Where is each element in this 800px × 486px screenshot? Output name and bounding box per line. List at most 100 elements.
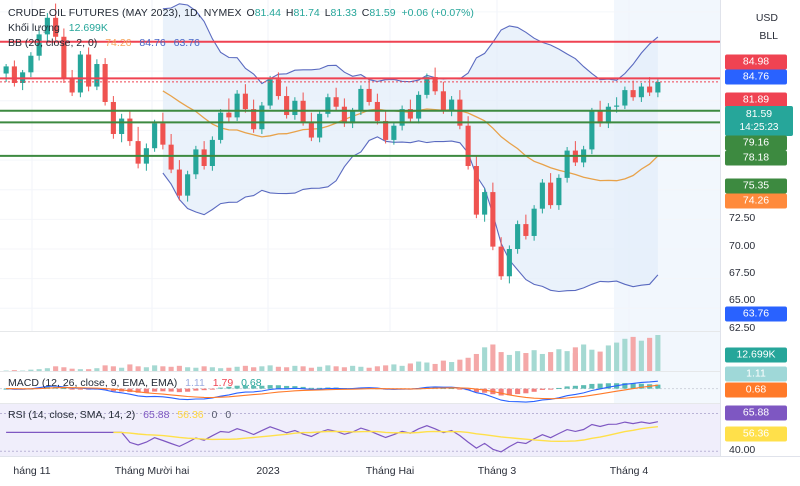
price-badge-support[interactable]: 79.16 — [725, 135, 787, 151]
candlestick — [292, 97, 298, 120]
volume-bar — [490, 344, 496, 372]
volume-bar — [506, 354, 512, 372]
price-tick: 65.00 — [729, 294, 756, 306]
volume-pane[interactable] — [0, 332, 720, 372]
volume-bar — [267, 365, 273, 372]
price-badge-resistance[interactable]: 84.98 — [725, 54, 787, 70]
candlestick — [160, 112, 166, 150]
badge-value: 81.59 — [745, 108, 773, 120]
candlestick — [515, 220, 521, 254]
rsi-chart-svg[interactable] — [0, 404, 720, 456]
volume-bar — [176, 365, 182, 372]
macd-histogram-bar — [589, 383, 595, 389]
rsi-pane[interactable] — [0, 404, 720, 456]
candle-body — [432, 77, 438, 92]
macd-signal-line — [6, 384, 658, 400]
candle-body — [614, 105, 620, 107]
macd-histogram-bar — [218, 387, 224, 389]
candle-body — [86, 54, 92, 87]
volume-bar — [135, 366, 141, 372]
macd-histogram-bar — [622, 383, 628, 389]
macd-line — [6, 380, 658, 403]
volume-chart-svg[interactable] — [0, 332, 720, 372]
macd-histogram-bar — [251, 385, 257, 389]
price-badge-resistance[interactable]: 81.89 — [725, 92, 787, 108]
price-badge-volume[interactable]: 12.699K — [725, 347, 787, 363]
candlestick — [218, 109, 224, 144]
volume-bar — [284, 367, 290, 372]
price-scale[interactable]: USD BLL 72.50 70.00 67.50 65.00 62.50 40.00 84… — [720, 0, 800, 456]
macd-histogram-bar — [259, 385, 265, 389]
price-badge-bb-upper[interactable]: 84.76 — [725, 69, 787, 85]
macd-histogram-bar — [482, 388, 488, 393]
candlestick — [317, 110, 323, 143]
candlestick — [168, 133, 174, 174]
volume-bar — [358, 366, 364, 372]
macd-histogram-bar — [506, 388, 512, 396]
price-badge-support[interactable]: 78.18 — [725, 150, 787, 166]
volume-bar — [498, 352, 504, 372]
candlestick — [44, 13, 50, 42]
price-badge-rsi-value[interactable]: 65.88 — [725, 405, 787, 421]
volume-highlight-region — [614, 332, 720, 372]
time-scale[interactable]: háng 11 Tháng Mười hai 2023 Tháng Hai Tháng … — [0, 456, 800, 486]
macd-histogram-bar — [176, 388, 182, 393]
macd-histogram-bar — [523, 388, 529, 394]
candlestick — [473, 156, 479, 219]
macd-histogram-bar — [548, 388, 554, 390]
candle-body — [383, 120, 389, 140]
candle-body — [275, 79, 281, 97]
candlestick — [193, 145, 199, 180]
volume-bar — [605, 345, 611, 372]
macd-histogram-bar — [267, 385, 273, 389]
candlestick — [490, 182, 496, 251]
macd-chart-svg[interactable] — [0, 372, 720, 404]
macd-histogram-bar — [655, 384, 661, 389]
volume-bar — [226, 367, 232, 372]
candle-body — [325, 97, 331, 114]
macd-histogram-bar — [581, 385, 587, 389]
candlestick — [209, 136, 215, 171]
candle-body — [341, 106, 347, 124]
macd-histogram-bar — [135, 388, 141, 393]
candlestick — [77, 50, 83, 98]
price-chart-svg[interactable] — [0, 0, 720, 332]
volume-bar — [416, 361, 422, 372]
volume-bar — [457, 359, 463, 372]
candle-body — [498, 246, 504, 277]
candle-body — [531, 208, 537, 236]
price-badge-macd-signal[interactable]: 0.68 — [725, 382, 787, 398]
price-pane[interactable] — [0, 0, 720, 332]
macd-pane[interactable] — [0, 372, 720, 404]
candlestick — [383, 111, 389, 144]
candle-body — [28, 55, 34, 73]
candlestick — [28, 52, 34, 78]
time-tick: Tháng Hai — [365, 465, 415, 477]
candlestick — [589, 107, 595, 155]
candle-body — [358, 88, 364, 112]
price-badge-bb-basis[interactable]: 74.26 — [725, 193, 787, 209]
candlestick — [622, 86, 628, 110]
candle-body — [523, 224, 529, 236]
candle-body — [655, 81, 661, 93]
candlestick — [539, 179, 545, 214]
candlestick — [325, 93, 331, 118]
price-badge-macd-line[interactable]: 1.11 — [725, 366, 787, 382]
macd-histogram-bar — [234, 385, 240, 389]
candlestick — [391, 122, 397, 145]
candle-body — [391, 125, 397, 140]
candle-body — [127, 118, 133, 142]
macd-histogram-bar — [242, 385, 248, 389]
candlestick — [143, 143, 149, 171]
candle-body — [449, 99, 455, 111]
price-badge-support[interactable]: 75.35 — [725, 178, 787, 194]
price-badge-rsi-sma[interactable]: 56.36 — [725, 426, 787, 442]
price-badge-bb-lower[interactable]: 63.76 — [725, 306, 787, 322]
volume-bar — [630, 336, 636, 372]
macd-histogram-bar — [160, 388, 166, 392]
volume-bar — [292, 365, 298, 372]
volume-bar — [160, 366, 166, 372]
volume-bar — [44, 368, 50, 372]
price-badge-last-price[interactable]: 81.59 14:25:23 — [725, 106, 793, 136]
macd-histogram-bar — [275, 385, 281, 389]
